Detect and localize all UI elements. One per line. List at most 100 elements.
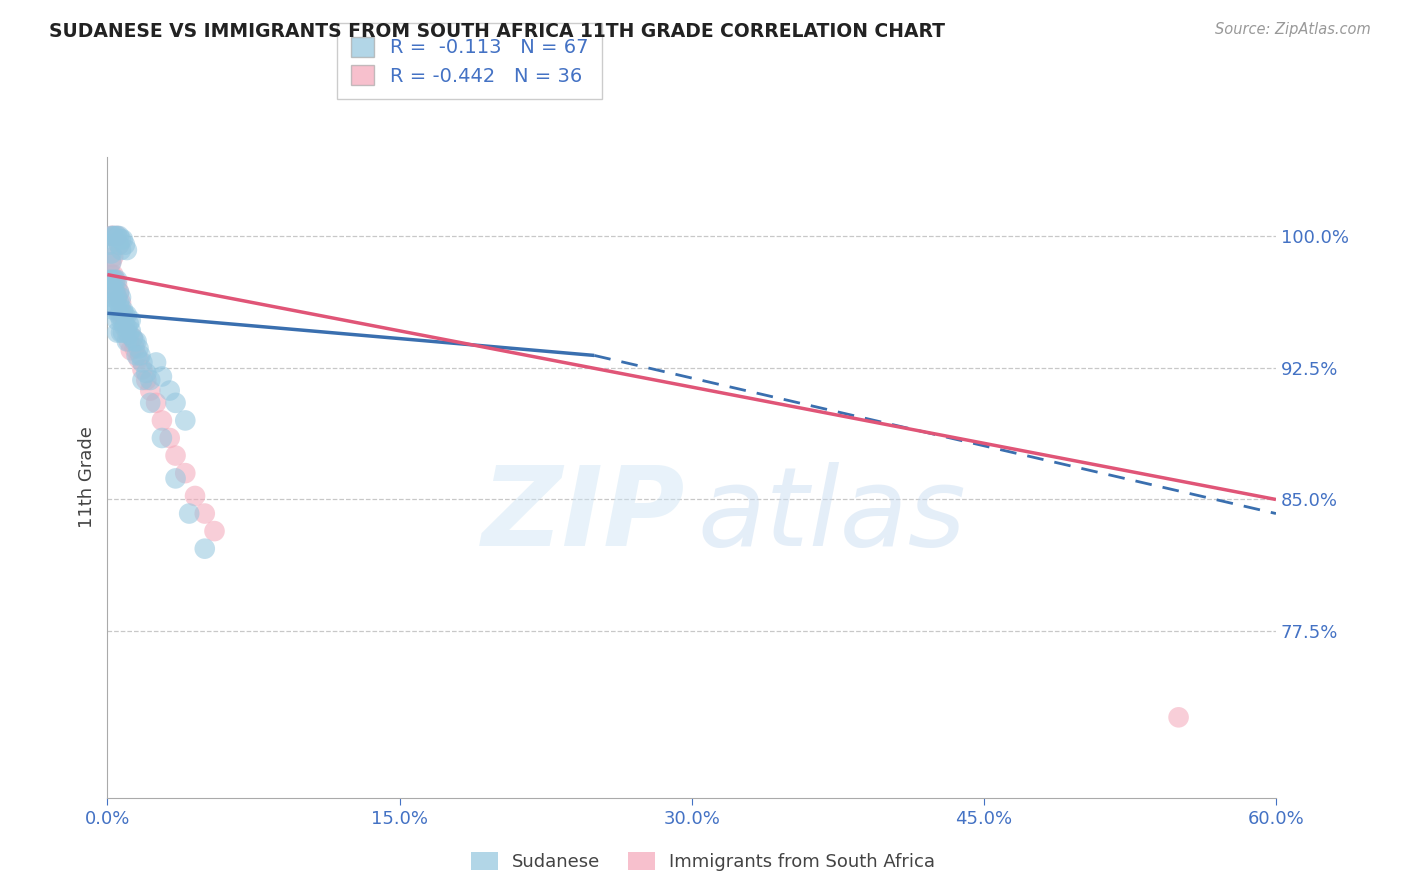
Point — [114, 308, 136, 322]
Point — [100, 246, 122, 260]
Point — [105, 229, 128, 244]
Point — [110, 232, 132, 246]
Point — [105, 273, 128, 287]
Point — [103, 273, 125, 287]
Point — [103, 290, 125, 304]
Point — [104, 295, 127, 310]
Point — [110, 243, 132, 257]
Point — [131, 362, 153, 376]
Point — [159, 384, 181, 398]
Point — [108, 237, 131, 252]
Point — [111, 232, 134, 246]
Point — [135, 366, 157, 380]
Point — [98, 237, 121, 252]
Point — [100, 229, 122, 244]
Point — [100, 229, 122, 244]
Text: Source: ZipAtlas.com: Source: ZipAtlas.com — [1215, 22, 1371, 37]
Point — [108, 237, 131, 252]
Point — [103, 268, 125, 282]
Point — [150, 369, 173, 384]
Point — [118, 317, 141, 331]
Point — [110, 308, 132, 322]
Point — [114, 237, 136, 252]
Point — [110, 302, 132, 317]
Point — [115, 320, 138, 334]
Point — [103, 229, 125, 244]
Point — [104, 273, 127, 287]
Point — [110, 326, 132, 340]
Point — [120, 313, 142, 327]
Point — [100, 255, 122, 269]
Point — [120, 343, 142, 358]
Point — [114, 317, 136, 331]
Point — [145, 355, 167, 369]
Point — [121, 331, 143, 345]
Point — [115, 326, 138, 340]
Point — [125, 348, 148, 362]
Point — [103, 282, 125, 296]
Point — [104, 285, 127, 300]
Point — [115, 308, 138, 322]
Legend: Sudanese, Immigrants from South Africa: Sudanese, Immigrants from South Africa — [464, 845, 942, 879]
Point — [108, 308, 131, 322]
Legend: R =  -0.113   N = 67, R = -0.442   N = 36: R = -0.113 N = 67, R = -0.442 N = 36 — [337, 23, 602, 99]
Point — [110, 290, 132, 304]
Point — [174, 413, 197, 427]
Text: ZIP: ZIP — [482, 462, 686, 569]
Point — [105, 290, 128, 304]
Point — [100, 255, 122, 269]
Point — [128, 342, 150, 356]
Point — [124, 342, 146, 356]
Point — [159, 431, 181, 445]
Point — [165, 471, 187, 485]
Point — [103, 302, 125, 317]
Point — [104, 229, 127, 244]
Point — [124, 334, 146, 349]
Point — [110, 295, 132, 310]
Point — [105, 326, 128, 340]
Point — [111, 302, 134, 317]
Point — [204, 524, 226, 538]
Point — [111, 308, 134, 322]
Text: atlas: atlas — [697, 462, 966, 569]
Point — [150, 413, 173, 427]
Point — [135, 373, 157, 387]
Text: SUDANESE VS IMMIGRANTS FROM SOUTH AFRICA 11TH GRADE CORRELATION CHART: SUDANESE VS IMMIGRANTS FROM SOUTH AFRICA… — [49, 22, 945, 41]
Point — [194, 507, 217, 521]
Point — [110, 313, 132, 327]
Point — [103, 229, 125, 244]
Point — [145, 396, 167, 410]
Point — [120, 324, 142, 338]
Point — [129, 348, 152, 362]
Point — [115, 334, 138, 349]
Point — [165, 396, 187, 410]
Point — [150, 431, 173, 445]
Point — [108, 295, 131, 310]
Point — [108, 285, 131, 300]
Point — [121, 331, 143, 345]
Point — [139, 396, 162, 410]
Point — [128, 351, 150, 366]
Point — [179, 507, 201, 521]
Point — [104, 273, 127, 287]
Point — [105, 290, 128, 304]
Point — [104, 285, 127, 300]
Point — [100, 268, 122, 282]
Point — [114, 320, 136, 334]
Point — [98, 273, 121, 287]
Point — [103, 250, 125, 264]
Point — [125, 334, 148, 349]
Point — [105, 313, 128, 327]
Point — [98, 273, 121, 287]
Point — [139, 384, 162, 398]
Point — [108, 229, 131, 244]
Point — [139, 373, 162, 387]
Point — [131, 373, 153, 387]
Point — [118, 334, 141, 349]
Point — [115, 243, 138, 257]
Point — [111, 313, 134, 327]
Point — [194, 541, 217, 556]
Point — [165, 449, 187, 463]
Point — [105, 278, 128, 293]
Point — [105, 229, 128, 244]
